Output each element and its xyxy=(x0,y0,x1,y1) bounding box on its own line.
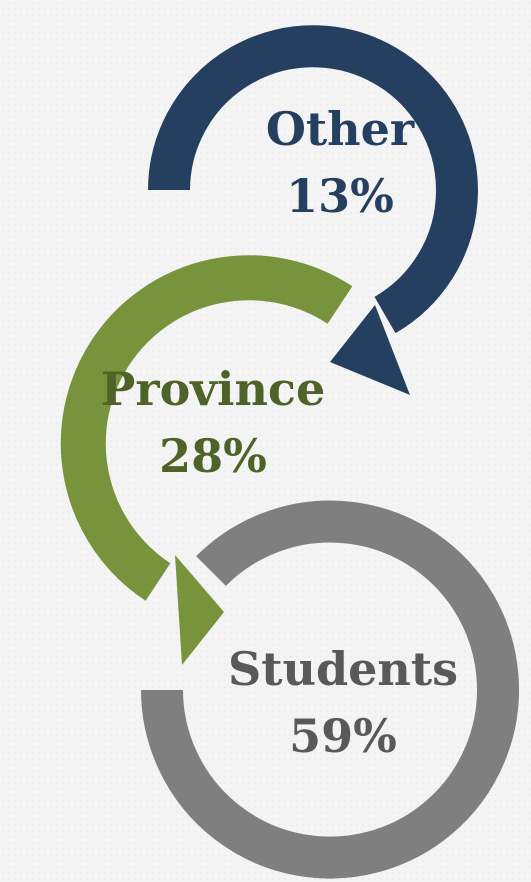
students-value: 59% xyxy=(289,709,397,763)
other-label: Other xyxy=(266,102,415,156)
other-arc xyxy=(148,25,478,334)
students-arc xyxy=(141,500,519,879)
province-label: Province xyxy=(101,362,325,416)
other-arrowhead xyxy=(330,305,410,395)
other-value: 13% xyxy=(286,169,394,223)
students-label: Students xyxy=(228,642,458,696)
province-arrowhead xyxy=(175,555,224,665)
province-value: 28% xyxy=(159,429,267,483)
province-arc xyxy=(60,255,353,601)
